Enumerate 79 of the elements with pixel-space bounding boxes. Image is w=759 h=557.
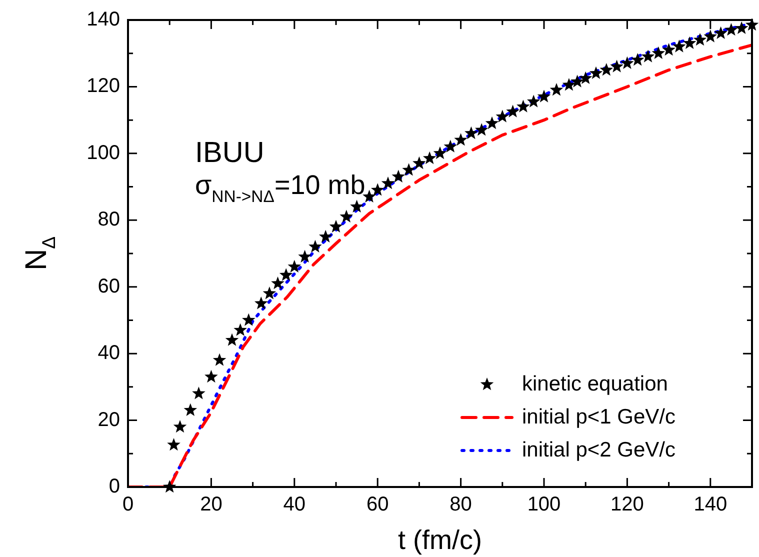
point [329, 220, 343, 232]
point [340, 210, 354, 222]
point [526, 94, 540, 108]
point [192, 386, 206, 400]
point [714, 26, 728, 40]
point [184, 403, 198, 416]
legend-label: initial p<2 GeV/c [522, 438, 676, 462]
point [173, 420, 187, 433]
y-tick-label: 0 [108, 476, 120, 498]
legend-label: initial p<1 GeV/c [522, 405, 676, 428]
point [652, 46, 666, 60]
point [412, 156, 426, 170]
point [516, 100, 530, 112]
point [225, 333, 239, 346]
point [662, 43, 676, 56]
point [630, 53, 644, 66]
point [234, 323, 247, 336]
x-axis-title: t (fm/c) [398, 525, 482, 555]
point [308, 240, 322, 252]
point [496, 110, 510, 122]
point [212, 353, 226, 366]
point [370, 183, 384, 196]
point [474, 123, 488, 136]
point [704, 30, 718, 42]
point [485, 116, 499, 130]
point [550, 83, 564, 96]
point [537, 90, 551, 102]
point [254, 296, 268, 310]
x-tick-label: 0 [122, 494, 134, 516]
point [402, 163, 416, 176]
point [562, 78, 576, 91]
point [672, 40, 686, 52]
point [350, 200, 364, 212]
y-tick-label: 120 [86, 75, 120, 98]
legend-label: kinetic equation [522, 372, 668, 396]
point [734, 21, 748, 34]
point [279, 268, 293, 281]
x-tick-label: 40 [283, 494, 306, 516]
point [318, 230, 332, 242]
x-tick-label: 140 [694, 494, 728, 516]
x-tick-label: 100 [527, 494, 561, 516]
point [610, 60, 624, 72]
x-tick-label: 120 [610, 494, 644, 516]
point [444, 140, 458, 152]
x-tick-label: 60 [366, 494, 389, 516]
y-tick-label: 100 [86, 142, 120, 164]
point [433, 146, 447, 160]
y-tick-label: 40 [98, 342, 120, 364]
y-tick-label: 20 [98, 408, 120, 431]
point [271, 276, 284, 290]
point [641, 50, 655, 62]
point [620, 56, 634, 70]
point [578, 71, 592, 84]
y-tick-label: 60 [98, 275, 120, 298]
point [362, 190, 376, 202]
point [682, 36, 696, 50]
annotation: IBUU [195, 137, 264, 169]
x-tick-label: 80 [450, 494, 472, 516]
point [589, 66, 603, 80]
point [242, 313, 256, 326]
point [262, 286, 276, 300]
point [600, 63, 614, 76]
point [506, 104, 520, 118]
point [724, 23, 738, 36]
point [454, 133, 468, 146]
y-axis-title: NΔ [20, 236, 59, 271]
point [392, 170, 406, 182]
point [167, 438, 180, 451]
point [693, 33, 707, 46]
point [204, 370, 218, 383]
y-tick-label: 80 [98, 208, 120, 231]
point [298, 250, 312, 262]
point [288, 260, 302, 273]
point [422, 151, 436, 164]
x-tick-label: 20 [200, 494, 222, 516]
point [570, 74, 584, 88]
y-tick-label: 140 [86, 8, 120, 31]
point [464, 126, 478, 140]
point [381, 176, 395, 190]
